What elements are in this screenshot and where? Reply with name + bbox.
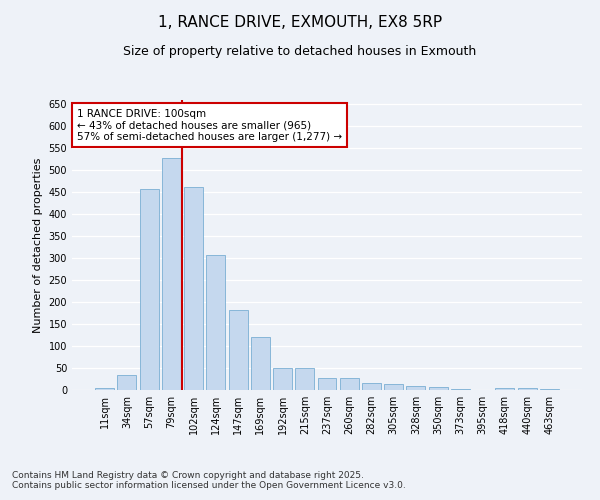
Bar: [273, 368, 292, 390]
Bar: [340, 378, 359, 390]
Bar: [429, 387, 448, 390]
Bar: [206, 255, 225, 390]
Bar: [540, 388, 559, 390]
Text: Contains HM Land Registry data © Crown copyright and database right 2025.
Contai: Contains HM Land Registry data © Crown c…: [12, 470, 406, 490]
Bar: [451, 389, 470, 390]
Text: Size of property relative to detached houses in Exmouth: Size of property relative to detached ho…: [124, 45, 476, 58]
Bar: [362, 382, 381, 390]
Bar: [496, 388, 514, 390]
Bar: [184, 186, 203, 390]
Bar: [295, 368, 314, 390]
Bar: [140, 189, 158, 390]
Bar: [518, 388, 536, 390]
Bar: [406, 386, 425, 390]
Bar: [384, 384, 403, 390]
Text: 1 RANCE DRIVE: 100sqm
← 43% of detached houses are smaller (965)
57% of semi-det: 1 RANCE DRIVE: 100sqm ← 43% of detached …: [77, 108, 342, 142]
Y-axis label: Number of detached properties: Number of detached properties: [33, 158, 43, 332]
Bar: [229, 310, 248, 390]
Text: 1, RANCE DRIVE, EXMOUTH, EX8 5RP: 1, RANCE DRIVE, EXMOUTH, EX8 5RP: [158, 15, 442, 30]
Bar: [118, 374, 136, 390]
Bar: [251, 337, 270, 390]
Bar: [95, 388, 114, 390]
Bar: [317, 378, 337, 390]
Bar: [162, 158, 181, 390]
